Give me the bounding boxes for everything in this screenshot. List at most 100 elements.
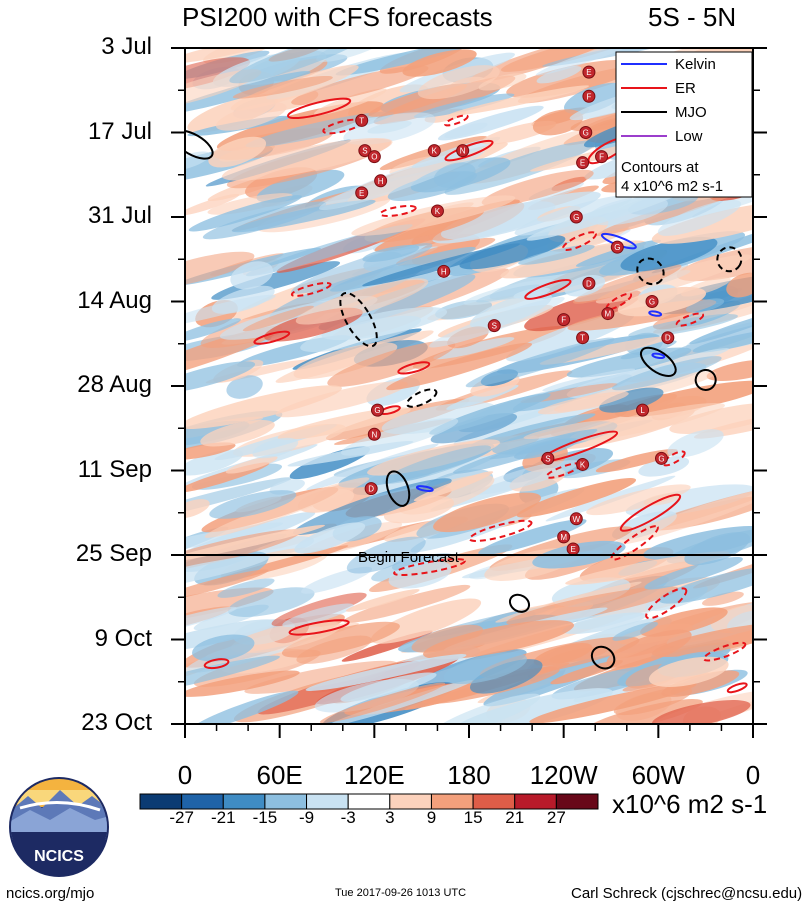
anomaly-patch [221,138,393,181]
svg-text:F: F [586,92,591,101]
anomaly-patch [651,700,751,724]
anomaly-patch [644,556,743,590]
anomaly-patch [550,660,623,685]
storm-marker: H [374,174,388,188]
x-tick-label: 180 [447,760,491,790]
anomaly-patch [429,693,541,724]
wave-contour [610,525,659,561]
anomaly-patch [327,340,456,387]
anomaly-patch [292,478,452,536]
anomaly-patch [217,578,275,598]
colorbar-level-label: -21 [210,808,236,827]
anomaly-patch [293,342,398,379]
anomaly-patch [542,368,636,392]
storm-marker: W [569,512,583,526]
logo-text: NCICS [34,848,84,865]
anomaly-patch [664,321,753,359]
x-tick-label: 60W [631,760,686,790]
y-tick-label: 25 Sep [75,540,152,567]
anomaly-patch [470,460,580,495]
anomaly-patch [470,413,596,447]
storm-marker: H [437,264,451,278]
anomaly-patch [362,244,420,262]
anomaly-patch [535,48,643,76]
svg-text:G: G [583,129,589,138]
storm-marker: G [569,210,583,224]
anomaly-patch [667,429,724,458]
x-tick-label: 120E [343,760,405,790]
storm-marker: E [582,65,596,79]
anomaly-patch [215,102,287,131]
storm-marker: F [582,89,596,103]
anomaly-patch [245,224,413,277]
anomaly-patch [651,623,753,657]
svg-text:E: E [580,159,585,168]
storm-marker: T [355,113,369,127]
anomaly-patch [367,120,412,134]
anomaly-patch [516,478,637,518]
colorbar-level-label: -3 [340,808,356,827]
svg-text:G: G [374,406,380,415]
colorbar-level-label: 9 [426,808,437,827]
colorbar-swatch [514,793,557,810]
anomaly-patch [282,603,354,628]
storm-marker: K [576,457,590,471]
svg-text:H: H [441,267,447,276]
x-tick-label: 60E [256,760,303,790]
y-tick-label: 31 Jul [87,202,152,229]
wave-contour [639,346,677,377]
anomaly-patch [658,566,753,604]
colorbar-swatch [264,793,308,810]
footer-link[interactable]: ncics.org/mjo [6,885,95,902]
legend-box [615,51,753,198]
anomaly-patch [185,361,256,393]
anomaly-patch [231,199,376,233]
anomaly-patch [185,670,300,697]
wave-contour [468,519,533,542]
storm-marker: G [579,126,593,139]
anomaly-patch [188,195,302,232]
anomaly-patch [465,337,615,388]
anomaly-patch [536,66,582,84]
y-tick-label: 17 Jul [87,117,152,145]
anomaly-patch [207,193,293,215]
anomaly-patch [319,682,446,724]
anomaly-patch [185,71,311,115]
svg-text:G: G [614,243,620,252]
anomaly-patch [343,584,471,623]
svg-text:T: T [359,116,364,125]
wave-contour [619,493,682,532]
footer-timestamp: Tue 2017-09-26 1013 UTC [335,887,467,899]
anomaly-patch [242,305,314,332]
anomaly-patch [391,554,432,571]
storm-marker: E [576,156,590,170]
anomaly-patch [518,244,595,265]
x-tick-label: 0 [745,760,761,790]
svg-text:D: D [586,279,592,288]
colorbar-level-label: -27 [169,808,194,827]
anomaly-patch [335,48,475,76]
anomaly-patch [701,591,744,606]
anomaly-patch [684,532,750,566]
storm-marker: G [654,451,668,465]
anomaly-patch [204,477,370,538]
anomaly-patch [612,621,658,641]
anomaly-patch [185,193,240,216]
wave-contour [590,645,616,670]
storm-marker: S [541,451,555,465]
anomaly-patch [599,387,664,413]
svg-text:F: F [599,153,604,162]
storm-marker: N [456,144,470,158]
anomaly-patch [433,337,515,360]
wave-contour [203,658,230,670]
wave-contours [185,97,748,694]
wave-contour [702,641,747,662]
footer-credit: Carl Schreck (cjschrec@ncsu.edu) [571,885,803,902]
anomaly-patch [362,243,521,287]
wave-contour [379,204,417,217]
anomaly-patch [200,420,275,447]
anomaly-patch [252,437,299,459]
colorbar-units: x10^6 m2 s-1 [612,789,768,819]
anomaly-patch [185,318,241,343]
svg-text:H: H [378,177,384,186]
